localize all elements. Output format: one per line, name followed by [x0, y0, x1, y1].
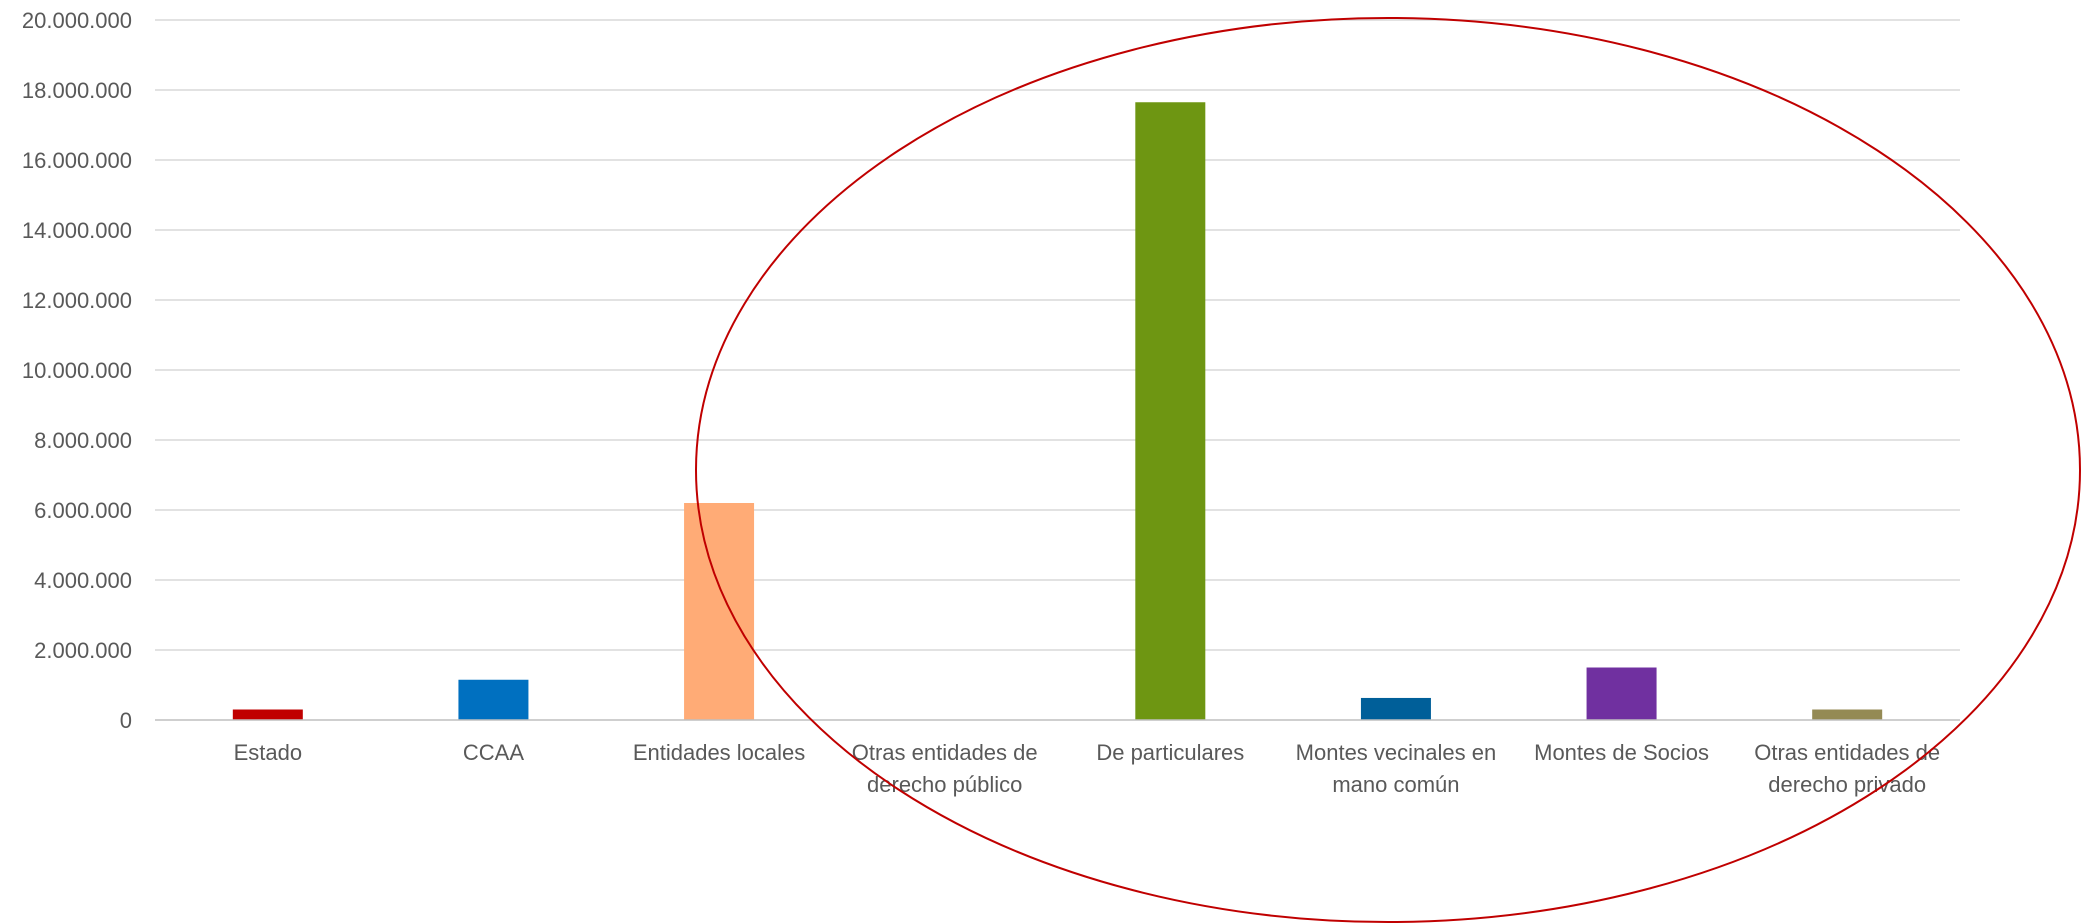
x-category-label: Otras entidades de derecho público [852, 740, 1038, 797]
bar [1135, 102, 1206, 720]
x-category-label: Entidades locales [633, 740, 805, 765]
bar [232, 709, 303, 720]
bar [1586, 667, 1657, 720]
y-tick-label: 2.000.000 [34, 638, 132, 663]
y-tick-label: 8.000.000 [34, 428, 132, 453]
y-tick-label: 16.000.000 [22, 148, 132, 173]
y-tick-label: 10.000.000 [22, 358, 132, 383]
annotation-layer [695, 17, 2081, 923]
x-axis-category-labels: Estado CCAA Entidades locales Otras entidad… [234, 740, 1941, 797]
y-axis-tick-labels: 0 2.000.000 4.000.000 6.000.000 8.000.000 10.… [22, 8, 132, 733]
bars [232, 102, 1883, 720]
y-tick-label: 0 [120, 708, 132, 733]
x-category-label: Estado [234, 740, 303, 765]
y-tick-label: 14.000.000 [22, 218, 132, 243]
bar [458, 679, 529, 720]
y-tick-label: 20.000.000 [22, 8, 132, 33]
y-tick-label: 12.000.000 [22, 288, 132, 313]
x-category-label: Montes vecinales en mano común [1296, 740, 1497, 797]
y-tick-label: 4.000.000 [34, 568, 132, 593]
y-tick-label: 18.000.000 [22, 78, 132, 103]
gridlines [155, 19, 1960, 651]
x-category-label: De particulares [1096, 740, 1244, 765]
x-category-label: CCAA [463, 740, 524, 765]
bar [1812, 709, 1883, 720]
highlight-ellipse [695, 17, 2081, 923]
bar [684, 503, 755, 720]
x-category-label: Montes de Socios [1534, 740, 1709, 765]
x-category-label: Otras entidades de derecho privado [1754, 740, 1940, 797]
bar [1360, 697, 1431, 720]
y-tick-label: 6.000.000 [34, 498, 132, 523]
